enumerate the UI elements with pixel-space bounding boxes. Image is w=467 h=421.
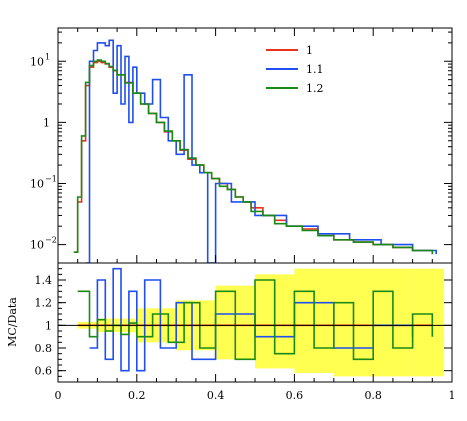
main-ytick-label: 1 [43, 116, 50, 129]
main-ytick-exponent: −1 [45, 174, 57, 183]
main-ytick-exponent: −2 [45, 236, 57, 245]
ratio-uncertainty-band [413, 269, 445, 377]
ratio-xtick-label: 0.2 [128, 389, 146, 402]
ratio-ytick-label: 1.2 [35, 297, 53, 310]
main-series-line-1-1 [86, 40, 437, 263]
main-ytick-label: 10 [30, 177, 44, 190]
ratio-xtick-label: 0 [55, 389, 62, 402]
main-ytick-exponent: 1 [45, 52, 50, 61]
main-ytick-label: 10 [30, 55, 44, 68]
main-series-line-1-2 [74, 60, 433, 254]
ratio-xtick-label: 1 [449, 389, 456, 402]
ratio-xtick-label: 0.6 [286, 389, 304, 402]
ratio-ytick-label: 1.4 [35, 274, 53, 287]
ratio-xtick-label: 0.8 [364, 389, 382, 402]
main-ytick-label: 10 [30, 239, 44, 252]
legend-label-1-2: 1.2 [306, 82, 324, 95]
legend-label-1-1: 1.1 [306, 63, 324, 76]
ratio-panel: 0.6 0.8 1 1.2 1.4 0 0.2 0.4 0.6 0.8 1 MC/Data [6, 263, 456, 402]
main-series-line-1 [74, 61, 433, 254]
ratio-ytick-label: 0.6 [35, 365, 53, 378]
ratio-ytick-label: 0.8 [35, 342, 53, 355]
ratio-xtick-label: 0.4 [207, 389, 225, 402]
ratio-ylabel: MC/Data [6, 297, 19, 347]
ratio-ytick-label: 1 [45, 319, 52, 332]
legend-label-1: 1 [306, 44, 313, 57]
legend: 1 1.1 1.2 [266, 44, 324, 95]
